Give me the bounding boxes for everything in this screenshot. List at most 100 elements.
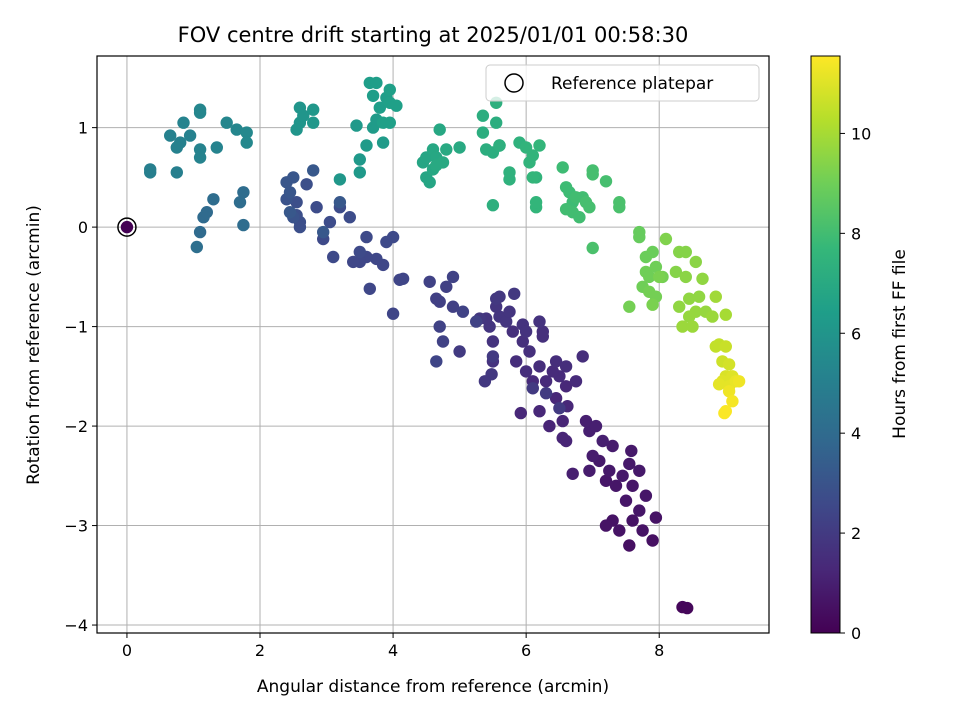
data-point	[626, 514, 639, 527]
data-point	[456, 305, 470, 318]
data-point	[586, 449, 599, 463]
data-point	[390, 99, 403, 112]
data-point	[589, 419, 603, 433]
data-point	[633, 230, 646, 244]
axes-frame	[96, 55, 770, 634]
data-point	[440, 143, 453, 156]
data-point	[673, 300, 686, 313]
data-point	[599, 519, 613, 532]
data-point	[183, 129, 197, 142]
data-point	[343, 211, 356, 224]
data-point	[586, 241, 599, 255]
data-point	[576, 350, 589, 363]
data-point	[603, 464, 616, 477]
data-point	[486, 199, 500, 212]
data-point	[606, 439, 619, 453]
legend-marker-reference	[504, 73, 524, 93]
plot-area: 0 2 4 6 8 −4 −3 −2 −1 0 1	[64, 55, 770, 660]
data-point	[508, 287, 521, 300]
data-point	[649, 260, 663, 274]
data-point	[350, 119, 363, 132]
data-point	[453, 141, 466, 154]
data-point	[453, 345, 466, 358]
data-point	[476, 109, 490, 122]
colorbar-tick-label: 0	[851, 624, 861, 643]
legend-box	[485, 64, 760, 102]
data-point	[539, 375, 553, 388]
data-point	[490, 116, 503, 129]
data-point	[446, 300, 460, 313]
data-point	[500, 315, 513, 328]
data-point	[360, 230, 373, 244]
data-point	[486, 335, 500, 348]
data-point	[536, 325, 549, 338]
colorbar-tick-label: 6	[851, 324, 861, 343]
reference-platepar-marker	[117, 217, 137, 237]
data-point	[436, 335, 450, 348]
data-point	[679, 270, 692, 284]
data-point	[506, 325, 519, 338]
data-point	[689, 255, 702, 269]
data-point	[553, 402, 566, 415]
data-point	[573, 211, 586, 224]
data-point	[493, 139, 506, 152]
x-tick-label: 6	[521, 641, 531, 660]
data-point	[722, 385, 736, 398]
data-point	[556, 161, 569, 174]
data-point	[170, 166, 183, 179]
y-tick-label: 1	[78, 119, 88, 138]
data-point	[287, 171, 300, 184]
data-point	[193, 151, 207, 164]
data-point	[683, 292, 696, 305]
data-point	[559, 380, 573, 393]
data-point	[514, 406, 527, 420]
data-point	[569, 375, 583, 388]
data-point	[556, 414, 569, 428]
data-point	[583, 201, 596, 214]
data-point	[193, 225, 207, 239]
data-point	[549, 355, 563, 368]
data-point	[519, 325, 533, 338]
data-point	[300, 178, 313, 191]
data-point	[333, 196, 347, 209]
data-point	[706, 310, 719, 323]
data-point	[283, 206, 297, 219]
colorbar-gradient	[810, 55, 841, 634]
data-point	[726, 395, 739, 408]
x-tick-label: 0	[122, 641, 132, 660]
data-point	[625, 444, 638, 458]
data-point	[639, 489, 653, 502]
data-point	[586, 168, 599, 181]
data-point	[633, 504, 646, 517]
x-axis-label: Angular distance from reference (arcmin)	[257, 677, 609, 697]
data-point	[366, 89, 380, 103]
data-point	[539, 387, 553, 400]
data-point	[470, 315, 483, 328]
chart-title: FOV centre drift starting at 2025/01/01 …	[178, 23, 689, 47]
y-tick-label: 0	[78, 218, 88, 237]
data-point	[613, 196, 626, 209]
data-point	[646, 245, 659, 259]
y-tick-label: −2	[64, 417, 88, 436]
data-point	[549, 392, 563, 405]
data-point	[144, 163, 157, 176]
data-point	[683, 310, 696, 323]
data-point	[446, 270, 460, 284]
data-point	[393, 273, 406, 286]
data-point	[533, 360, 546, 373]
data-point	[533, 139, 546, 152]
data-point	[718, 406, 731, 420]
data-point	[323, 215, 337, 229]
data-point	[523, 345, 536, 358]
colorbar: 0 2 4 6 8 10	[810, 55, 871, 643]
data-point	[310, 201, 323, 214]
data-point	[526, 171, 539, 184]
data-point	[503, 173, 516, 186]
data-point	[709, 340, 722, 353]
data-point	[317, 225, 330, 239]
data-point	[433, 320, 446, 333]
data-point	[599, 474, 613, 487]
data-point	[423, 176, 436, 189]
data-point	[430, 355, 443, 368]
data-point	[370, 252, 383, 266]
